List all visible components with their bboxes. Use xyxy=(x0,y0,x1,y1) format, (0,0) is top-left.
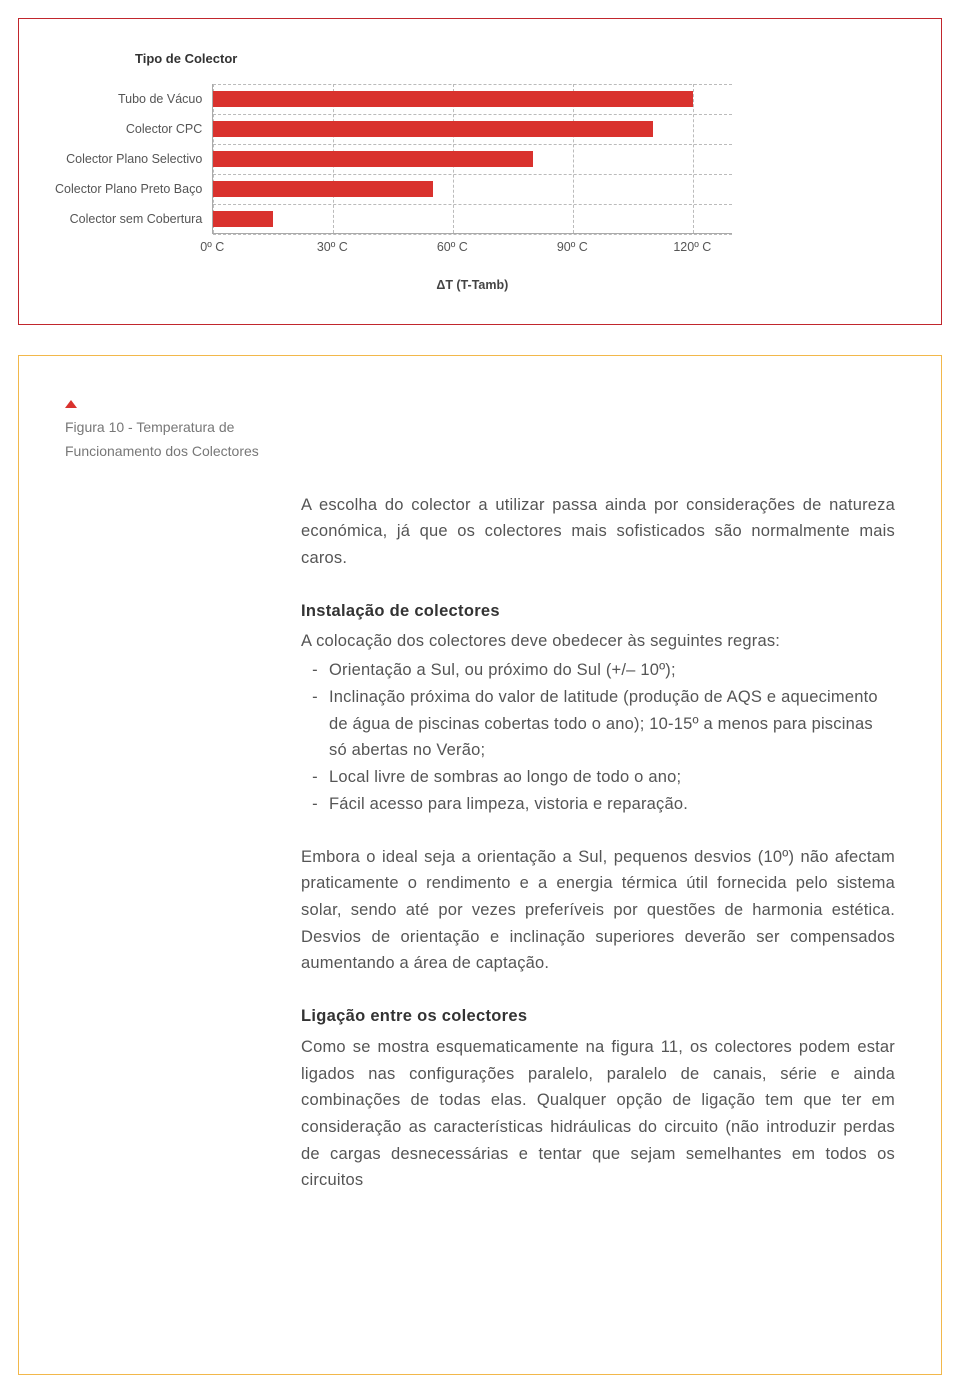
grid-hline xyxy=(213,234,732,235)
chart-bars xyxy=(213,84,732,234)
list-item: -Fácil acesso para limpeza, vistoria e r… xyxy=(301,791,895,818)
paragraph: A escolha do colector a utilizar passa a… xyxy=(301,492,895,572)
chart-y-labels: Tubo de VácuoColector CPCColector Plano … xyxy=(55,84,202,234)
chart-category-label: Colector Plano Selectivo xyxy=(55,144,202,174)
chart-title: Tipo de Colector xyxy=(135,51,905,66)
section-heading: Instalação de colectores xyxy=(301,598,895,625)
chart-category-label: Colector sem Cobertura xyxy=(55,204,202,234)
bullet-list: A colocação dos colectores deve obedecer… xyxy=(301,628,895,817)
chart-bar-row xyxy=(213,204,732,234)
paragraph: Como se mostra esquematicamente na figur… xyxy=(301,1034,895,1194)
chart-plot xyxy=(212,84,732,234)
chart-category-label: Tubo de Vácuo xyxy=(55,84,202,114)
chart-area: Tubo de VácuoColector CPCColector Plano … xyxy=(55,84,905,292)
list-item: -Inclinação próxima do valor de latitude… xyxy=(301,684,895,764)
chart-bar-row xyxy=(213,84,732,114)
list-item-text: Fácil acesso para limpeza, vistoria e re… xyxy=(329,791,895,818)
chart-x-ticks: 0º C30º C60º C90º C120º C xyxy=(212,240,732,264)
chart-bar xyxy=(213,151,533,167)
list-item: -Local livre de sombras ao longo de todo… xyxy=(301,764,895,791)
list-dash: - xyxy=(301,764,329,791)
caption-arrow-icon xyxy=(65,400,77,408)
chart-x-tick-label: 90º C xyxy=(557,240,588,254)
chart-bar-row xyxy=(213,174,732,204)
chart-bar xyxy=(213,121,653,137)
list-item-text: Orientação a Sul, ou próximo do Sul (+/–… xyxy=(329,657,895,684)
list-dash: - xyxy=(301,791,329,818)
list-item-text: Inclinação próxima do valor de latitude … xyxy=(329,684,895,764)
section-heading: Ligação entre os colectores xyxy=(301,1003,895,1030)
chart-x-tick-label: 30º C xyxy=(317,240,348,254)
chart-bar xyxy=(213,91,693,107)
chart-bar xyxy=(213,181,433,197)
chart-x-tick-label: 120º C xyxy=(673,240,711,254)
chart-x-axis-label: ΔT (T-Tamb) xyxy=(212,278,732,292)
paragraph: Embora o ideal seja a orientação a Sul, … xyxy=(301,844,895,978)
body-column: A escolha do colector a utilizar passa a… xyxy=(301,492,895,1195)
chart-panel: Tipo de Colector Tubo de VácuoColector C… xyxy=(18,18,942,325)
chart-bar-row xyxy=(213,114,732,144)
chart-category-label: Colector CPC xyxy=(55,114,202,144)
chart-bar xyxy=(213,211,273,227)
chart-x-tick-label: 60º C xyxy=(437,240,468,254)
list-dash: - xyxy=(301,684,329,764)
figure-caption: Figura 10 - Temperatura de Funcionamento… xyxy=(65,416,295,464)
chart-bar-row xyxy=(213,144,732,174)
list-dash: - xyxy=(301,657,329,684)
chart-category-label: Colector Plano Preto Baço xyxy=(55,174,202,204)
chart-x-tick-label: 0º C xyxy=(200,240,224,254)
list-item-text: Local livre de sombras ao longo de todo … xyxy=(329,764,895,791)
content-panel: Figura 10 - Temperatura de Funcionamento… xyxy=(18,355,942,1375)
list-item: -Orientação a Sul, ou próximo do Sul (+/… xyxy=(301,657,895,684)
list-lead-text: A colocação dos colectores deve obedecer… xyxy=(301,628,895,655)
